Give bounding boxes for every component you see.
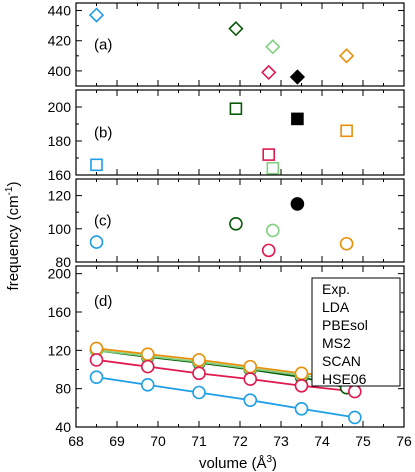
line-ms2 [96, 349, 355, 384]
point-lda [88, 7, 105, 23]
y-tick-label: 180 [48, 133, 72, 149]
x-tick-label: 75 [355, 433, 371, 449]
panel-label: (c) [94, 213, 112, 230]
legend-entry-scan: SCAN [322, 353, 361, 369]
y-tick-label: 160 [48, 167, 72, 183]
point-pbesol [89, 353, 104, 367]
panel-2: 160 180 200 (b) [48, 89, 405, 183]
x-tick-label: 72 [232, 433, 248, 449]
y-tick-label: 420 [48, 33, 72, 49]
y-tick-label: 200 [48, 266, 72, 282]
point-lda [192, 385, 206, 400]
y-tick-label: 40 [55, 419, 71, 435]
x-tick-label: 76 [396, 433, 412, 449]
legend-title: Exp. [322, 281, 350, 297]
legend-entry-hse06: HSE06 [322, 371, 367, 387]
point-hse06 [243, 359, 258, 374]
point-pbesol [140, 359, 155, 374]
y-axis-label-main: frequency (cm [5, 195, 22, 290]
x-tick-label: 70 [150, 433, 166, 449]
legend-entry-pbesol: PBEsol [322, 317, 368, 333]
legend-box [311, 277, 401, 387]
legend-entry-lda: LDA [322, 299, 350, 315]
y-tick-label: 440 [48, 3, 72, 19]
point-pbesol [262, 148, 276, 161]
line-pbesol [96, 359, 355, 393]
panel-label: (b) [94, 125, 112, 142]
y-tick-label: 400 [48, 63, 72, 79]
point-lda [90, 158, 103, 172]
panel-label: (a) [94, 37, 112, 54]
panel-frame [75, 2, 405, 87]
point-exp [289, 69, 306, 85]
y-tick-label: 100 [48, 221, 72, 237]
y-axis-label: frequency (cm-1) [4, 182, 22, 291]
panels: 400 420 440 (a) 160 180 200 (b) 80 100 120 (c) 40 80 1… [48, 2, 405, 435]
point-pbesol [294, 378, 309, 393]
point-ms2 [265, 39, 281, 55]
x-axis-label-close: ) [272, 455, 277, 472]
panel-3: 80 100 120 (c) [48, 178, 405, 270]
point-exp [291, 112, 304, 126]
panel-frame [75, 89, 405, 176]
point-hse06 [89, 341, 104, 356]
x-tick-label: 68 [68, 433, 84, 449]
point-scan [229, 102, 243, 115]
point-hse06 [192, 353, 206, 367]
panel-1: 400 420 440 (a) [48, 2, 405, 87]
x-axis: 68 69 70 71 72 73 74 75 76 [68, 433, 412, 449]
point-hse06 [339, 236, 354, 251]
point-scan [229, 217, 243, 231]
point-lda [294, 401, 309, 416]
point-pbesol [243, 372, 258, 386]
x-tick-label: 74 [314, 433, 330, 449]
y-tick-label: 200 [48, 99, 72, 115]
point-scan [228, 21, 244, 37]
point-lda [140, 378, 155, 392]
legend: Exp. LDA PBEsol MS2 SCAN HSE06 [311, 277, 401, 387]
point-hse06 [340, 124, 353, 138]
line-lda [96, 376, 355, 419]
point-pbesol [347, 384, 362, 399]
x-tick-label: 69 [109, 433, 125, 449]
x-tick-label: 71 [191, 433, 207, 449]
point-exp [290, 197, 305, 211]
point-ms2 [265, 223, 280, 238]
point-lda [243, 393, 258, 407]
x-axis-label-main: volume (Å [199, 455, 267, 472]
y-tick-label: 160 [48, 304, 72, 320]
point-hse06 [294, 366, 309, 381]
point-lda [89, 370, 104, 384]
point-pbesol [192, 366, 206, 381]
y-axis-label-close: ) [5, 182, 22, 187]
panel-label: (d) [94, 293, 112, 310]
line-hse06 [96, 347, 355, 380]
y-tick-label: 120 [48, 342, 72, 358]
point-hse06 [140, 347, 155, 361]
point-lda [347, 410, 362, 425]
panel-frame [75, 265, 405, 428]
point-pbesol [261, 64, 277, 81]
panel-4: 40 80 120 160 200 (d) [48, 265, 405, 435]
y-tick-label: 80 [55, 254, 71, 270]
x-tick-label: 73 [273, 433, 289, 449]
point-pbesol [261, 243, 276, 258]
y-tick-label: 120 [48, 188, 72, 204]
x-axis-label-sup: 3 [266, 454, 272, 465]
x-axis-label: volume (Å3) [199, 454, 277, 472]
point-hse06 [338, 48, 355, 64]
y-tick-label: 80 [55, 381, 71, 397]
legend-entry-ms2: MS2 [322, 335, 351, 351]
point-ms2 [266, 161, 280, 175]
point-lda [89, 235, 104, 249]
panel-frame [75, 178, 405, 263]
y-axis-label-sup: -1 [4, 186, 15, 195]
